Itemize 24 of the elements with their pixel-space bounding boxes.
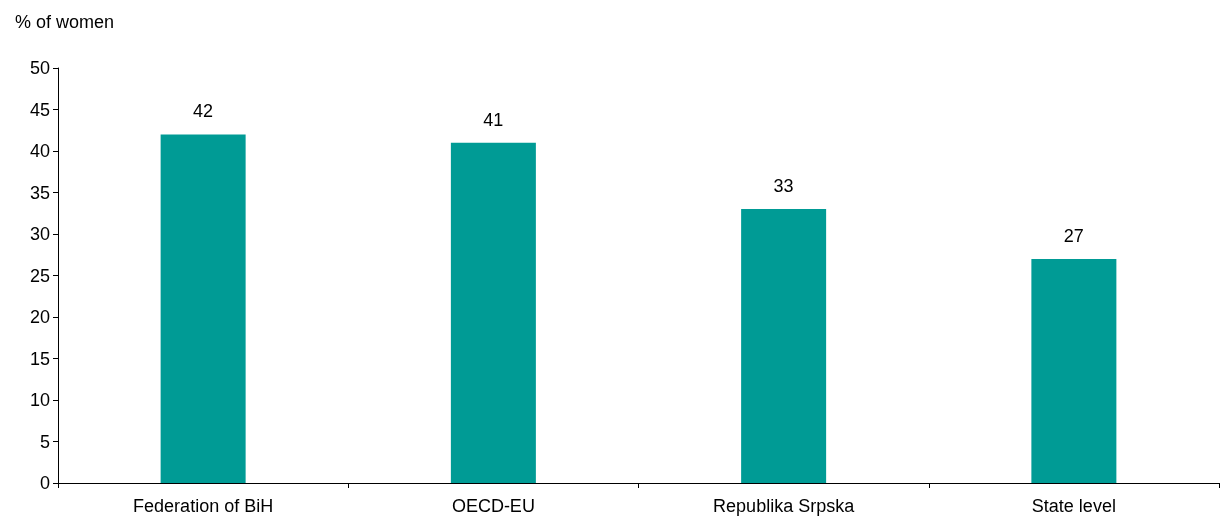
y-tick-label: 10: [29, 390, 50, 410]
y-tick-label: 40: [29, 141, 50, 161]
x-tick-label: Republika Srpska: [713, 496, 856, 516]
y-tick-label: 25: [29, 265, 50, 286]
bar: [741, 209, 827, 483]
data-label: 33: [773, 176, 794, 197]
data-label: 41: [483, 109, 504, 130]
y-tick-label: 35: [29, 182, 50, 203]
y-tick-label: 50: [29, 58, 50, 78]
x-tick-label: State level: [1031, 496, 1116, 516]
y-axis-title: % of women: [15, 12, 115, 32]
y-tick-label: 5: [39, 431, 50, 452]
bar: [1031, 258, 1117, 483]
data-label: 27: [1063, 225, 1084, 246]
x-tick-label: OECD-EU: [451, 496, 535, 516]
y-tick-label: 45: [29, 99, 50, 120]
y-tick-label: 0: [39, 473, 50, 493]
bar: [160, 134, 246, 483]
bar: [450, 142, 536, 483]
x-tick-label: Federation of BiH: [133, 496, 274, 516]
y-tick-label: 15: [29, 348, 50, 369]
y-tick-label: 30: [29, 224, 50, 244]
data-label: 42: [193, 101, 214, 122]
y-tick-label: 20: [29, 307, 50, 327]
